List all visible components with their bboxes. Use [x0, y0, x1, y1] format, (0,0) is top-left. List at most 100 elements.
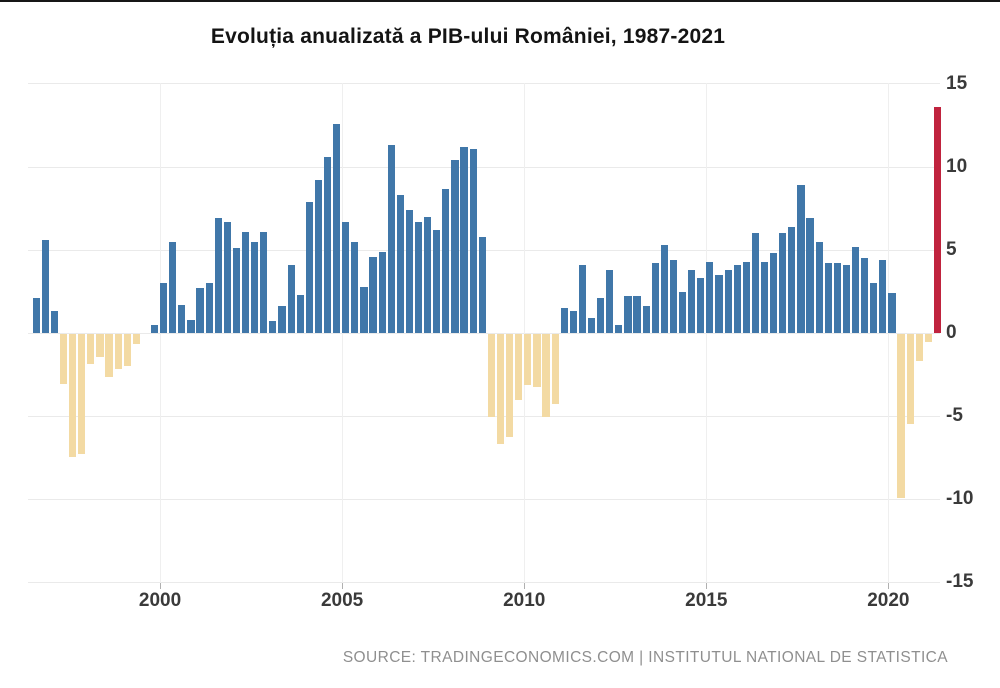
gdp-bar-2004-Q1 [305, 201, 313, 333]
gdp-bar-2010-Q1 [524, 334, 532, 386]
gdp-bar-2003-Q3 [287, 264, 295, 333]
chart-title: Evoluția anualizată a PIB-ului României,… [210, 25, 726, 48]
gdp-bar-2018-Q2 [824, 263, 832, 333]
gdp-bar-2009-Q3 [506, 334, 514, 437]
gdp-bar-2019-Q4 [879, 259, 887, 333]
gdp-bar-2013-Q2 [642, 306, 650, 333]
gdp-bar-1997-Q2 [59, 334, 68, 384]
gridline-y--10 [28, 498, 940, 500]
x-tick-mark-2005 [342, 583, 344, 589]
gdp-bar-2000-Q3 [178, 304, 186, 333]
x-tick-label-2015: 2015 [685, 590, 728, 611]
gdp-bar-2008-Q3 [469, 148, 477, 333]
y-tick-label-0: 0 [946, 322, 957, 343]
gdp-bar-2004-Q2 [314, 180, 322, 333]
gridline-x-2015 [706, 83, 708, 583]
gdp-bar-1998-Q3 [105, 334, 113, 378]
gdp-bar-2012-Q4 [624, 296, 632, 333]
gdp-bar-1998-Q2 [96, 334, 104, 358]
gdp-bar-2016-Q2 [751, 233, 759, 333]
gdp-bar-1996-Q3 [32, 298, 40, 333]
gdp-bar-2006-Q3 [396, 195, 404, 333]
gridline-x-2020 [888, 83, 890, 583]
gdp-bar-2002-Q2 [241, 231, 250, 333]
gdp-bar-2008-Q2 [460, 147, 468, 333]
gdp-bar-2009-Q2 [496, 334, 505, 444]
gdp-bar-2012-Q1 [597, 298, 605, 333]
gdp-bar-2005-Q3 [360, 286, 368, 333]
gdp-bar-1996-Q4 [41, 240, 49, 333]
gdp-bar-2006-Q4 [405, 210, 414, 333]
gdp-bar-2017-Q2 [788, 226, 796, 333]
gdp-bar-2007-Q1 [414, 221, 423, 333]
y-tick-label--5: -5 [946, 405, 963, 426]
gdp-bar-2011-Q2 [569, 311, 577, 333]
gridline-y-0 [28, 332, 940, 334]
gdp-bar-2008-Q1 [451, 160, 459, 333]
gdp-bar-2013-Q1 [633, 296, 641, 333]
gdp-bar-2007-Q2 [424, 216, 432, 333]
y-tick-label-10: 10 [946, 156, 968, 177]
gdp-bar-2006-Q2 [387, 145, 395, 333]
gdp-bar-2016-Q1 [742, 261, 750, 333]
gdp-bar-2006-Q1 [378, 251, 386, 333]
gdp-bar-2015-Q1 [706, 261, 714, 333]
x-tick-label-2020: 2020 [867, 590, 910, 611]
gdp-bar-1999-Q4 [150, 324, 159, 333]
gdp-bar-2020-Q1 [888, 293, 896, 333]
gdp-bar-2020-Q4 [915, 334, 923, 361]
gdp-bar-2002-Q3 [251, 241, 259, 333]
gdp-bar-2021-Q1 [924, 334, 932, 343]
x-tick-label-2005: 2005 [320, 590, 364, 611]
screen-top-border [0, 0, 1000, 2]
gdp-bar-2011-Q3 [578, 264, 587, 333]
gdp-bar-2005-Q2 [351, 241, 359, 333]
gdp-bar-2004-Q4 [333, 123, 341, 333]
gdp-bar-2002-Q4 [260, 231, 268, 333]
gdp-bar-2018-Q1 [815, 241, 823, 333]
gdp-bar-2010-Q2 [533, 334, 541, 388]
gdp-bar-2020-Q3 [906, 334, 914, 424]
gdp-bar-2009-Q4 [515, 334, 523, 401]
y-tick-label--15: -15 [946, 571, 974, 592]
gdp-bar-1999-Q2 [132, 334, 140, 344]
gdp-bar-2008-Q4 [478, 236, 486, 333]
gdp-bar-2017-Q3 [797, 185, 805, 333]
x-tick-label-2010: 2010 [503, 590, 546, 611]
gdp-bar-2012-Q2 [606, 269, 614, 333]
y-tick-label-15: 15 [946, 73, 968, 94]
gdp-bar-1998-Q1 [87, 334, 95, 364]
gdp-bar-2019-Q2 [861, 258, 869, 333]
gdp-bar-1997-Q3 [69, 334, 77, 457]
source-attribution: SOURCE: TRADINGECONOMICS.COM | INSTITUTU… [342, 649, 948, 666]
gdp-bar-2014-Q1 [669, 259, 678, 333]
plot-area [28, 83, 942, 583]
gridline-y--5 [28, 415, 940, 417]
gridline-y-15 [28, 83, 940, 85]
gdp-bar-2001-Q4 [223, 221, 231, 333]
x-tick-mark-2000 [160, 583, 162, 589]
gdp-bar-2011-Q4 [587, 318, 596, 333]
gdp-bar-2007-Q3 [433, 230, 441, 333]
gdp-bar-2020-Q2 [897, 334, 905, 499]
gdp-bar-2013-Q3 [651, 263, 659, 333]
gdp-bar-2012-Q3 [615, 324, 623, 333]
gdp-bar-2016-Q3 [760, 261, 769, 333]
gridline-x-2010 [524, 83, 526, 583]
gdp-bar-2019-Q1 [851, 246, 860, 333]
gdp-bar-2004-Q3 [323, 157, 332, 333]
gdp-bar-2000-Q2 [169, 241, 177, 333]
gdp-bar-1997-Q4 [78, 334, 86, 454]
gridline-y--15 [28, 581, 940, 583]
gdp-bar-2007-Q4 [442, 188, 450, 333]
gdp-bar-2002-Q1 [232, 248, 241, 333]
gridline-x-2000 [160, 83, 162, 583]
gdp-bar-2016-Q4 [770, 253, 778, 333]
gdp-bar-2013-Q4 [660, 245, 668, 333]
gdp-bar-2003-Q4 [296, 294, 304, 333]
gdp-bar-2000-Q1 [160, 283, 168, 333]
gdp-bar-2018-Q3 [833, 263, 841, 333]
x-tick-mark-2020 [888, 583, 890, 589]
gdp-bar-2010-Q4 [551, 334, 559, 404]
